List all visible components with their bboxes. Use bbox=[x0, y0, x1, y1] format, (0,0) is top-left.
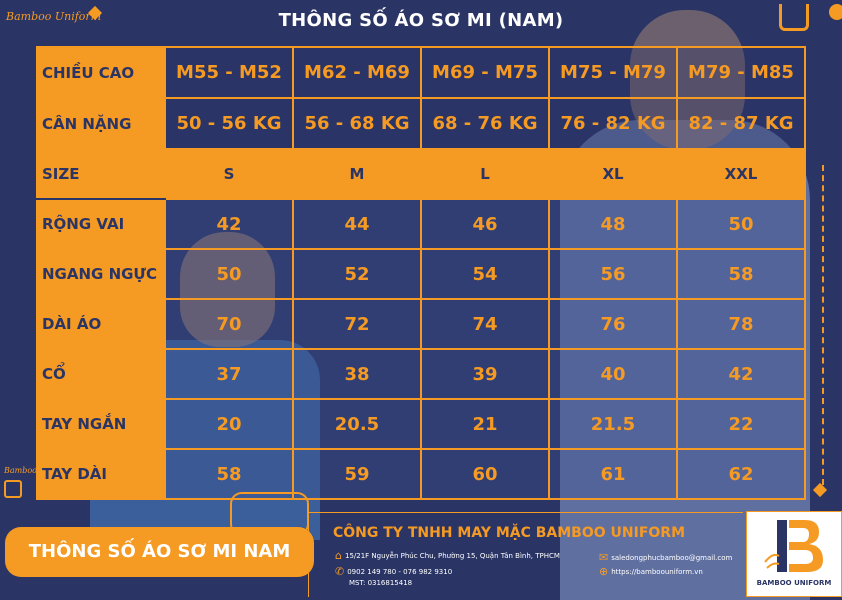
row-label: RỘNG VAI bbox=[36, 198, 166, 250]
row-label: NGANG NGỰC bbox=[36, 248, 166, 300]
table-cell: 50 bbox=[676, 198, 806, 250]
table-cell: 58 bbox=[164, 448, 294, 500]
table-cell: 21.5 bbox=[548, 398, 678, 450]
table-cell: 74 bbox=[420, 298, 550, 350]
table-cell: M62 - M69 bbox=[292, 46, 422, 99]
address-text: 15/21F Nguyễn Phúc Chu, Phường 15, Quận … bbox=[344, 551, 560, 560]
table-cell: 39 bbox=[420, 348, 550, 400]
company-name: CÔNG TY TNHH MAY MẶC BAMBOO UNIFORM bbox=[333, 525, 686, 541]
phone-line: ✆ 0902 149 780 - 076 982 9310 bbox=[335, 565, 452, 578]
table-row: CỔ 37 38 39 40 42 bbox=[36, 348, 806, 400]
table-row: RỘNG VAI 42 44 46 48 50 bbox=[36, 198, 806, 250]
phone-text: 0902 149 780 - 076 982 9310 bbox=[347, 567, 453, 576]
table-row: TAY NGẮN 20 20.5 21 21.5 22 bbox=[36, 398, 806, 450]
email-text: saledongphucbamboo@gmail.com bbox=[611, 553, 733, 562]
table-cell: 22 bbox=[676, 398, 806, 450]
mail-icon: ✉ bbox=[599, 551, 609, 564]
company-info-panel: CÔNG TY TNHH MAY MẶC BAMBOO UNIFORM ⌂ 15… bbox=[308, 512, 743, 597]
tax-line: MST: 0316815418 bbox=[349, 579, 412, 587]
table-row: NGANG NGỰC 50 52 54 56 58 bbox=[36, 248, 806, 300]
table-cell: 38 bbox=[292, 348, 422, 400]
table-cell: 68 - 76 KG bbox=[420, 97, 550, 150]
table-cell: 42 bbox=[676, 348, 806, 400]
row-label: CỔ bbox=[36, 348, 166, 400]
table-cell: 61 bbox=[548, 448, 678, 500]
row-label: DÀI ÁO bbox=[36, 298, 166, 350]
row-label: CHIỀU CAO bbox=[36, 46, 166, 99]
bracket-decoration bbox=[779, 4, 809, 31]
size-chart-table: CHIỀU CAO M55 - M52 M62 - M69 M69 - M75 M75 … bbox=[36, 46, 806, 500]
row-label: TAY DÀI bbox=[36, 448, 166, 500]
row-label: CÂN NẶNG bbox=[36, 97, 166, 150]
table-row: SIZE S M L XL XXL bbox=[36, 148, 806, 200]
phone-icon: ✆ bbox=[335, 565, 345, 578]
table-row: CHIỀU CAO M55 - M52 M62 - M69 M69 - M75 M75 … bbox=[36, 46, 806, 99]
bamboo-logo-icon bbox=[764, 520, 823, 572]
table-cell: M bbox=[292, 148, 422, 200]
diamond-decoration bbox=[812, 482, 828, 498]
website-line: ⊕ https://bamboouniform.vn bbox=[599, 565, 703, 578]
table-cell: 48 bbox=[548, 198, 678, 250]
table-cell: 20.5 bbox=[292, 398, 422, 450]
tax-text: MST: 0316815418 bbox=[349, 579, 413, 587]
brand-name: BAMBOO UNIFORM bbox=[756, 579, 832, 587]
brand-logo-box: BAMBOO UNIFORM bbox=[746, 511, 842, 597]
address-line: ⌂ 15/21F Nguyễn Phúc Chu, Phường 15, Quậ… bbox=[335, 549, 560, 562]
circle-decoration bbox=[829, 4, 842, 20]
dashed-line-decoration bbox=[822, 165, 824, 485]
table-cell: 56 - 68 KG bbox=[292, 97, 422, 150]
table-cell: 40 bbox=[548, 348, 678, 400]
home-icon: ⌂ bbox=[335, 549, 342, 562]
table-cell: 20 bbox=[164, 398, 294, 450]
square-decoration bbox=[4, 480, 22, 498]
table-cell: 37 bbox=[164, 348, 294, 400]
table-cell: XL bbox=[548, 148, 678, 200]
table-cell: 46 bbox=[420, 198, 550, 250]
table-cell: XXL bbox=[676, 148, 806, 200]
table-row: DÀI ÁO 70 72 74 76 78 bbox=[36, 298, 806, 350]
website-text: https://bamboouniform.vn bbox=[611, 567, 703, 576]
table-cell: M75 - M79 bbox=[548, 46, 678, 99]
globe-icon: ⊕ bbox=[599, 565, 609, 578]
table-row: CÂN NẶNG 50 - 56 KG 56 - 68 KG 68 - 76 KG 76… bbox=[36, 97, 806, 150]
page-title: THÔNG SỐ ÁO SƠ MI (NAM) bbox=[278, 10, 564, 31]
table-cell: 58 bbox=[676, 248, 806, 300]
row-label: TAY NGẮN bbox=[36, 398, 166, 450]
table-cell: 62 bbox=[676, 448, 806, 500]
table-cell: 54 bbox=[420, 248, 550, 300]
table-cell: 56 bbox=[548, 248, 678, 300]
table-cell: M55 - M52 bbox=[164, 46, 294, 99]
brand-logo-script: Bamboo Uniform bbox=[6, 10, 102, 23]
email-line: ✉ saledongphucbamboo@gmail.com bbox=[599, 551, 732, 564]
table-cell: 50 bbox=[164, 248, 294, 300]
table-cell: 76 bbox=[548, 298, 678, 350]
table-cell: M79 - M85 bbox=[676, 46, 806, 99]
table-cell: 59 bbox=[292, 448, 422, 500]
table-cell: L bbox=[420, 148, 550, 200]
table-cell: 82 - 87 KG bbox=[676, 97, 806, 150]
table-cell: 21 bbox=[420, 398, 550, 450]
table-cell: 72 bbox=[292, 298, 422, 350]
table-cell: 42 bbox=[164, 198, 294, 250]
table-cell: 50 - 56 KG bbox=[164, 97, 294, 150]
table-cell: 76 - 82 KG bbox=[548, 97, 678, 150]
banner-label: THÔNG SỐ ÁO SƠ MI NAM bbox=[5, 527, 314, 577]
table-cell: 44 bbox=[292, 198, 422, 250]
table-cell: 70 bbox=[164, 298, 294, 350]
row-label: SIZE bbox=[36, 148, 166, 200]
table-row: TAY DÀI 58 59 60 61 62 bbox=[36, 448, 806, 500]
table-cell: 52 bbox=[292, 248, 422, 300]
table-cell: 78 bbox=[676, 298, 806, 350]
table-cell: S bbox=[164, 148, 294, 200]
table-cell: 60 bbox=[420, 448, 550, 500]
table-cell: M69 - M75 bbox=[420, 46, 550, 99]
